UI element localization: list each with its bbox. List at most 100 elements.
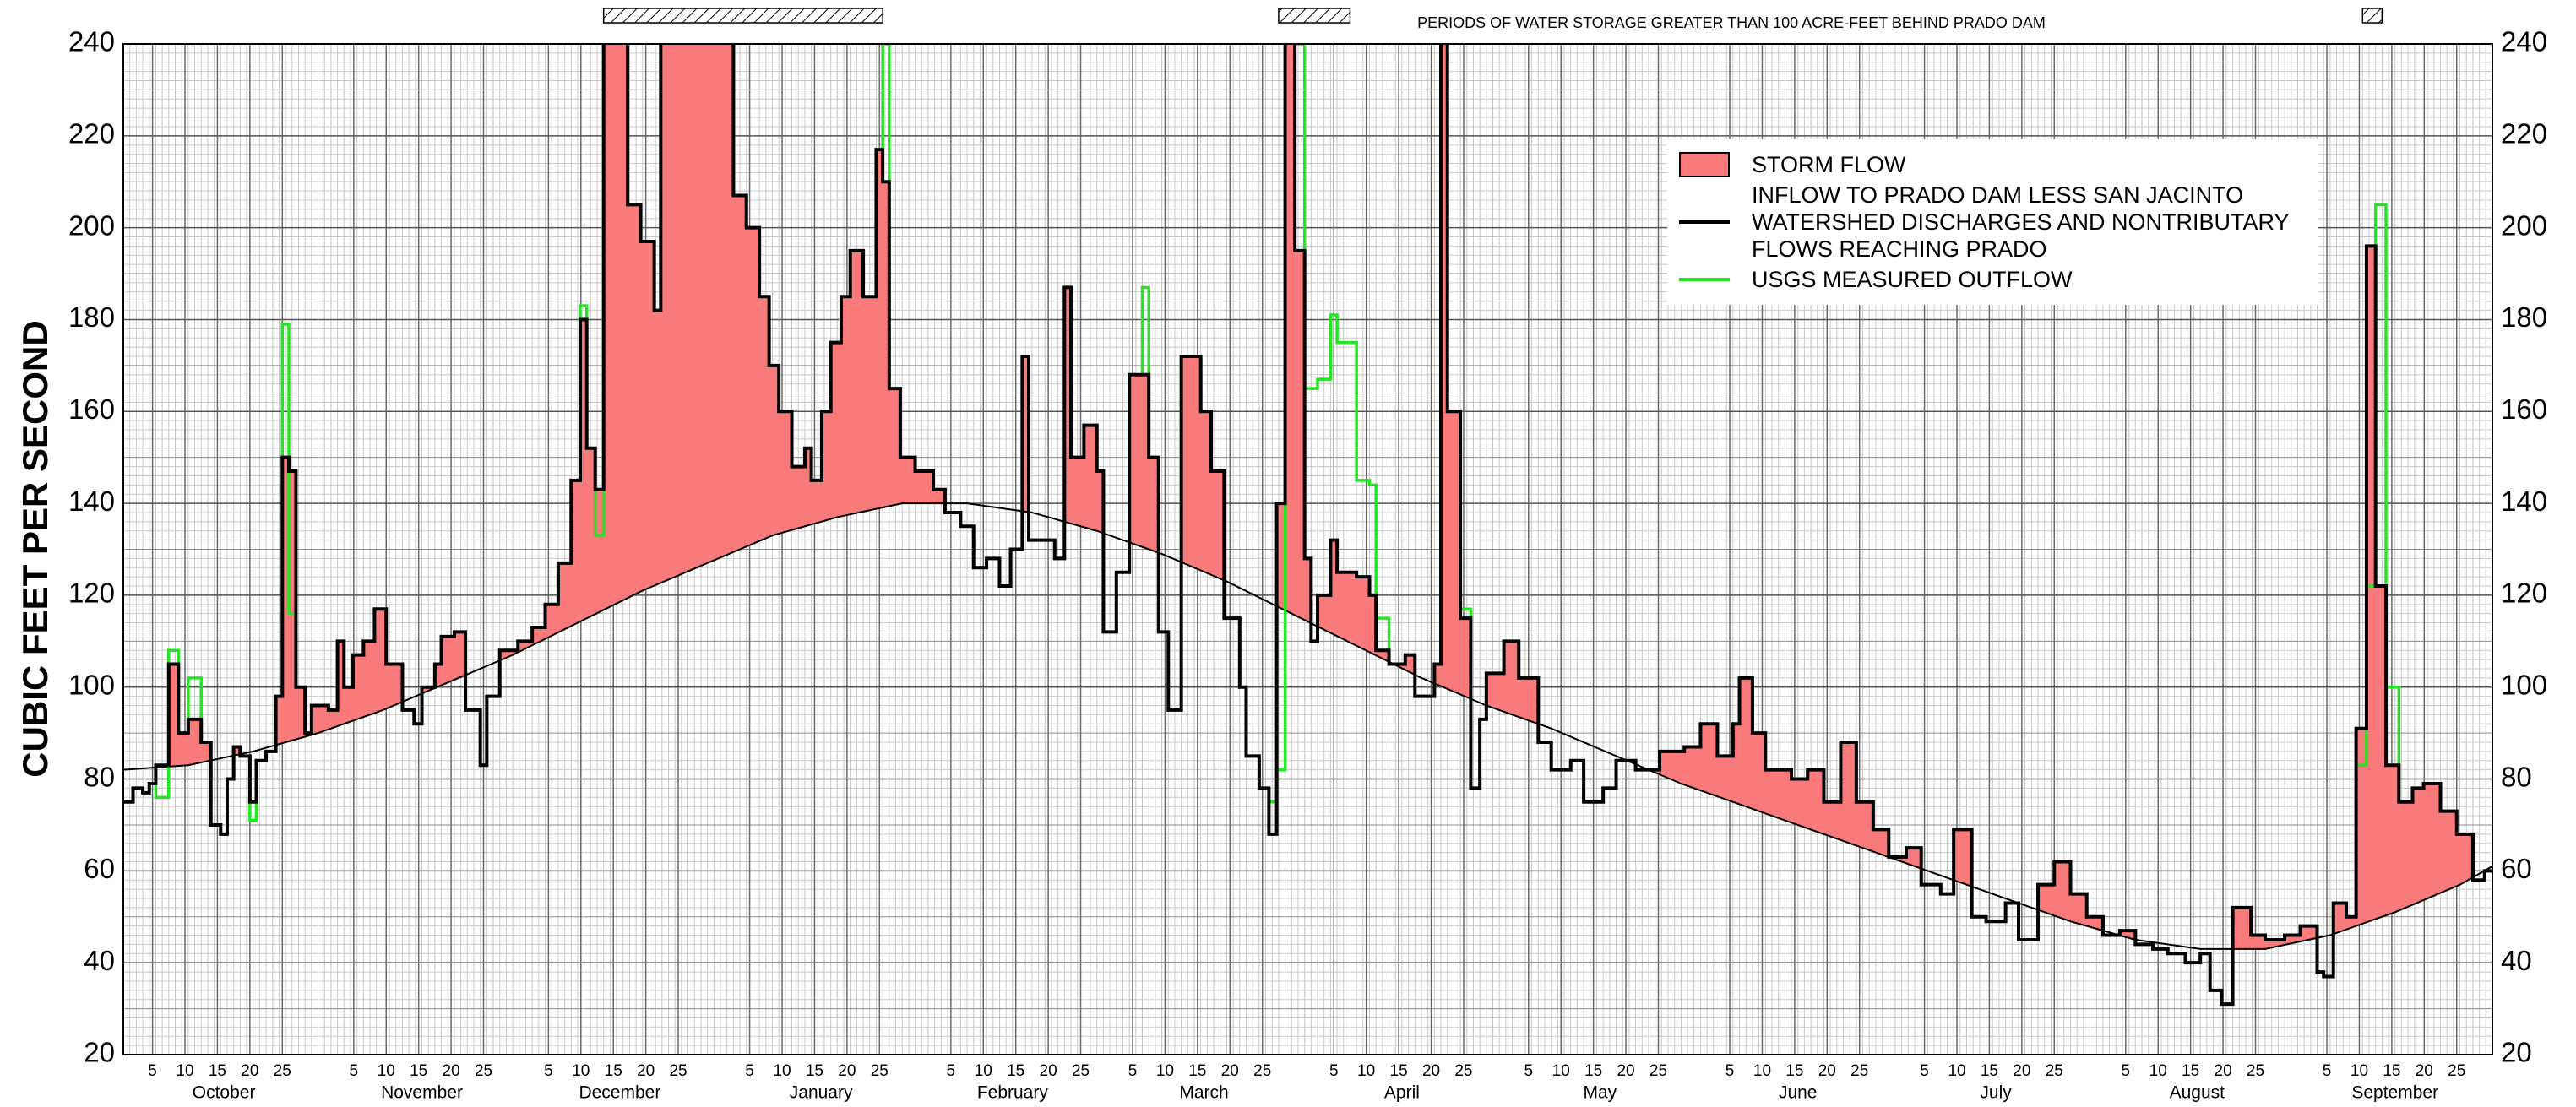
x-tick-label: 25 bbox=[475, 1062, 492, 1080]
y2-tick-label: 80 bbox=[2501, 761, 2532, 792]
y-tick-label: 100 bbox=[68, 669, 115, 700]
legend-item: USGS MEASURED OUTFLOW bbox=[1667, 266, 2318, 293]
x-tick-label: 15 bbox=[1785, 1062, 1803, 1080]
legend-swatch bbox=[1679, 278, 1730, 281]
y-tick-label: 40 bbox=[84, 945, 115, 976]
baseflow-line bbox=[123, 502, 2492, 950]
y-tick-label: 80 bbox=[84, 761, 115, 792]
x-tick-label: 5 bbox=[745, 1062, 754, 1080]
y-tick-label: 180 bbox=[68, 301, 115, 333]
x-tick-label: 10 bbox=[1552, 1062, 1570, 1080]
x-tick-label: 20 bbox=[1221, 1062, 1239, 1080]
legend-item: STORM FLOW bbox=[1667, 151, 2318, 178]
x-tick-label: 25 bbox=[1850, 1062, 1868, 1080]
month-label: October bbox=[193, 1083, 256, 1103]
x-tick-label: 20 bbox=[443, 1062, 460, 1080]
x-tick-label: 5 bbox=[1725, 1062, 1735, 1080]
x-tick-label: 5 bbox=[1329, 1062, 1339, 1080]
y2-tick-label: 180 bbox=[2501, 301, 2547, 333]
x-tick-label: 10 bbox=[1753, 1062, 1771, 1080]
month-label: April bbox=[1384, 1083, 1420, 1103]
x-tick-label: 10 bbox=[378, 1062, 395, 1080]
x-tick-label: 20 bbox=[838, 1062, 856, 1080]
legend: STORM FLOW INFLOW TO PRADO DAM LESS SAN … bbox=[1667, 139, 2318, 305]
y-tick-label: 220 bbox=[68, 118, 115, 149]
x-tick-label: 25 bbox=[2046, 1062, 2063, 1080]
y-tick-label: 160 bbox=[68, 393, 115, 425]
x-tick-label: 25 bbox=[1649, 1062, 1667, 1080]
x-tick-label: 20 bbox=[2416, 1062, 2433, 1080]
month-label: February bbox=[977, 1083, 1049, 1103]
y-tick-label: 20 bbox=[84, 1037, 115, 1068]
x-tick-label: 15 bbox=[1188, 1062, 1206, 1080]
x-tick-label: 20 bbox=[1040, 1062, 1057, 1080]
x-tick-label: 15 bbox=[410, 1062, 427, 1080]
x-tick-label: 20 bbox=[637, 1062, 655, 1080]
y-axis-title: CUBIC FEET PER SECOND bbox=[15, 320, 55, 777]
x-tick-label: 25 bbox=[871, 1062, 889, 1080]
x-tick-label: 15 bbox=[2383, 1062, 2400, 1080]
x-tick-label: 5 bbox=[947, 1062, 956, 1080]
y-tick-label: 60 bbox=[84, 853, 115, 884]
x-tick-label: 15 bbox=[1981, 1062, 1998, 1080]
x-tick-label: 15 bbox=[605, 1062, 622, 1080]
x-tick-label: 15 bbox=[1584, 1062, 1602, 1080]
y2-tick-label: 20 bbox=[2501, 1037, 2532, 1068]
x-tick-label: 20 bbox=[2215, 1062, 2232, 1080]
y2-tick-label: 240 bbox=[2501, 26, 2547, 57]
y2-tick-label: 60 bbox=[2501, 853, 2532, 884]
month-label: September bbox=[2351, 1083, 2438, 1103]
y2-tick-label: 100 bbox=[2501, 669, 2547, 700]
month-label: August bbox=[2170, 1083, 2225, 1103]
x-tick-label: 20 bbox=[1422, 1062, 1440, 1080]
legend-label: INFLOW TO PRADO DAM LESS SAN JACINTO WAT… bbox=[1752, 182, 2290, 262]
x-tick-label: 5 bbox=[1128, 1062, 1138, 1080]
y2-tick-label: 40 bbox=[2501, 945, 2532, 976]
month-label: December bbox=[579, 1083, 660, 1103]
month-label: May bbox=[1583, 1083, 1617, 1103]
storage-period bbox=[2361, 8, 2383, 24]
x-tick-label: 10 bbox=[176, 1062, 193, 1080]
plot-frame bbox=[122, 43, 2493, 1055]
x-tick-label: 5 bbox=[2122, 1062, 2131, 1080]
x-tick-label: 25 bbox=[1454, 1062, 1472, 1080]
x-tick-label: 20 bbox=[241, 1062, 258, 1080]
inflow-line bbox=[123, 44, 2492, 1007]
month-label: November bbox=[381, 1083, 463, 1103]
y2-tick-label: 220 bbox=[2501, 118, 2547, 149]
y-tick-label: 120 bbox=[68, 578, 115, 609]
legend-swatch bbox=[1679, 220, 1730, 224]
month-label: January bbox=[790, 1083, 853, 1103]
x-tick-label: 15 bbox=[1390, 1062, 1408, 1080]
legend-item: INFLOW TO PRADO DAM LESS SAN JACINTO WAT… bbox=[1667, 182, 2318, 263]
month-label: June bbox=[1779, 1083, 1818, 1103]
y2-tick-label: 120 bbox=[2501, 578, 2547, 609]
x-tick-label: 25 bbox=[2247, 1062, 2264, 1080]
x-tick-label: 10 bbox=[975, 1062, 992, 1080]
y2-tick-label: 200 bbox=[2501, 209, 2547, 241]
x-tick-label: 5 bbox=[544, 1062, 553, 1080]
x-tick-label: 15 bbox=[1007, 1062, 1024, 1080]
x-tick-label: 20 bbox=[2013, 1062, 2030, 1080]
x-tick-label: 20 bbox=[1818, 1062, 1836, 1080]
x-tick-label: 15 bbox=[209, 1062, 226, 1080]
x-tick-label: 20 bbox=[1617, 1062, 1634, 1080]
x-tick-label: 10 bbox=[2149, 1062, 2167, 1080]
x-tick-label: 10 bbox=[1357, 1062, 1375, 1080]
storage-period bbox=[602, 8, 883, 24]
storage-period bbox=[1278, 8, 1351, 24]
month-label: March bbox=[1179, 1083, 1228, 1103]
x-tick-label: 5 bbox=[148, 1062, 157, 1080]
legend-label: STORM FLOW bbox=[1752, 152, 1906, 177]
x-tick-label: 10 bbox=[773, 1062, 791, 1080]
y2-tick-label: 140 bbox=[2501, 486, 2547, 517]
month-label: July bbox=[1980, 1083, 2012, 1103]
legend-swatch bbox=[1679, 152, 1730, 177]
x-tick-label: 10 bbox=[572, 1062, 590, 1080]
legend-label: USGS MEASURED OUTFLOW bbox=[1752, 267, 2073, 292]
x-tick-label: 25 bbox=[669, 1062, 687, 1080]
x-tick-label: 10 bbox=[1948, 1062, 1965, 1080]
x-tick-label: 25 bbox=[274, 1062, 291, 1080]
storage-annotation: PERIODS OF WATER STORAGE GREATER THAN 10… bbox=[1417, 14, 2046, 31]
